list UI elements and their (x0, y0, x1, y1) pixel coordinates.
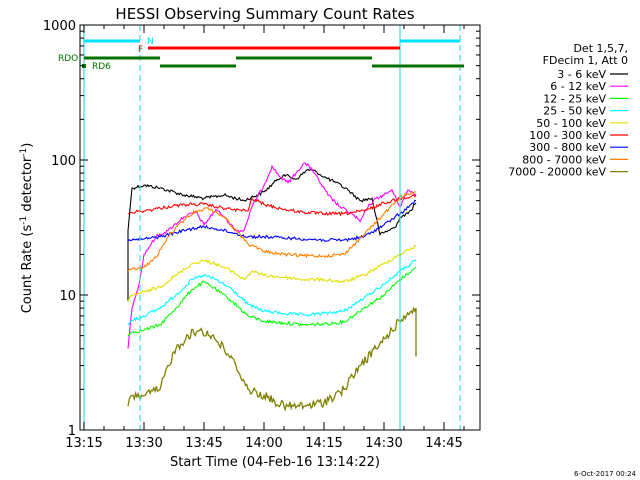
series-line-800-7000-kev (127, 191, 417, 272)
series-line-300-800-kev (127, 199, 417, 243)
x-tick-label-2: 13:45 (185, 436, 222, 451)
chart-title: HESSI Observing Summary Count Rates (115, 5, 414, 23)
legend-label-4: 25 - 50 keV (543, 105, 606, 118)
y-tick-label-3: 1000 (43, 19, 76, 34)
y-tick-label-1: 10 (59, 289, 76, 304)
x-tick-label-0: 13:15 (65, 436, 102, 451)
legend-label-9: 7000 - 20000 keV (508, 166, 606, 179)
flag-label-f: F (138, 45, 143, 55)
series-line-12-25-kev (127, 266, 417, 337)
flag-label-n: N (147, 37, 154, 47)
legend-label-6: 100 - 300 keV (529, 129, 606, 142)
x-tick-label-1: 13:30 (125, 436, 162, 451)
y-axis-label: Count Rate (s-1 detector-1) (19, 143, 35, 314)
legend-header-2: FDecim 1, Att 0 (543, 54, 628, 67)
flag-label-rd6: RD6 (92, 62, 111, 72)
plot-frame (79, 24, 481, 431)
footer-timestamp: 6-Oct-2017 00:24 (574, 470, 637, 478)
legend-header-1: Det 1,5,7, (573, 42, 628, 55)
legend-label-3: 12 - 25 keV (543, 92, 606, 105)
x-tick-label-5: 14:30 (365, 436, 402, 451)
series-line-100-300-kev (127, 194, 417, 217)
y-tick-label-0: 1 (68, 424, 76, 439)
series-line-3-6-kev (127, 168, 417, 302)
flag-label-rdo: RDO (58, 54, 78, 64)
legend-label-8: 800 - 7000 keV (522, 153, 606, 166)
legend-label-7: 300 - 800 keV (529, 141, 606, 154)
legend-label-1: 3 - 6 keV (557, 68, 606, 81)
x-tick-label-3: 14:00 (245, 436, 282, 451)
legend-label-2: 6 - 12 keV (550, 80, 606, 93)
series-layer (127, 162, 417, 412)
y-tick-label-2: 100 (51, 154, 76, 169)
x-tick-label-4: 14:15 (305, 436, 342, 451)
series-line-6-12-kev (127, 162, 417, 349)
annotation-layer: NF RDO RD6 (58, 25, 464, 430)
axis-layer: 13:15 13:30 13:45 14:00 14:15 14:30 14:45 1 10 10… (43, 19, 481, 451)
legend-label-5: 50 - 100 keV (536, 117, 606, 130)
x-tick-label-6: 14:45 (425, 436, 462, 451)
series-line-25-50-kev (127, 259, 417, 326)
series-line-50-100-kev (127, 244, 417, 302)
series-line-7000-20000-kev (127, 306, 417, 412)
x-axis-label: Start Time (04-Feb-16 13:14:22) (170, 455, 380, 470)
